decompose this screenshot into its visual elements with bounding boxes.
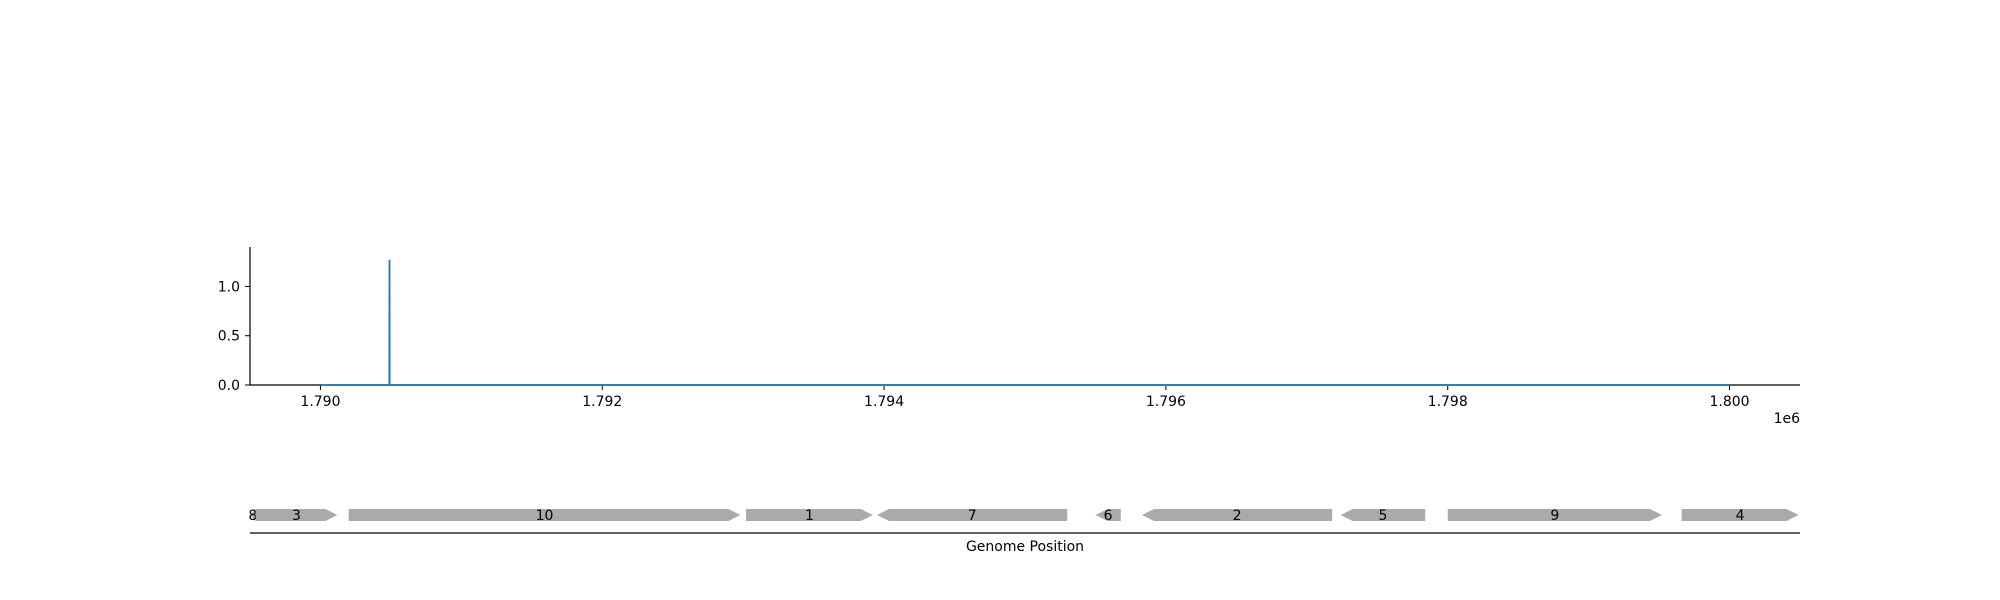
gene-arrow bbox=[1095, 509, 1121, 521]
x-tick-label: 1.794 bbox=[864, 394, 904, 410]
x-offset-label: 1e6 bbox=[1774, 411, 1801, 427]
gene-arrow bbox=[1141, 509, 1333, 521]
genes-layer: 8 3 10 1 7 6 2 5 9 4 bbox=[248, 508, 1799, 524]
gene-arrow bbox=[1340, 509, 1426, 521]
gene-arrow bbox=[348, 509, 741, 521]
x-tick-label: 1.800 bbox=[1709, 394, 1749, 410]
gene-label: 1 bbox=[805, 508, 814, 524]
gene-label: 6 bbox=[1104, 508, 1113, 524]
x-tick-label: 1.798 bbox=[1428, 394, 1468, 410]
y-ticks: 0.0 0.5 1.0 bbox=[218, 279, 250, 394]
series-layer bbox=[320, 259, 1730, 386]
gene-arrow bbox=[250, 509, 256, 521]
y-tick-label: 1.0 bbox=[218, 279, 240, 295]
y-tick-label: 0.5 bbox=[218, 329, 240, 345]
gene-label: 7 bbox=[968, 508, 977, 524]
gene-label: 5 bbox=[1378, 508, 1387, 524]
x-tick-label: 1.792 bbox=[582, 394, 622, 410]
track-x-axis-label: Genome Position bbox=[966, 539, 1084, 555]
x-ticks: 1.790 1.792 1.794 1.796 1.798 1.800 bbox=[300, 385, 1750, 410]
y-tick-label: 0.0 bbox=[218, 378, 240, 394]
gene-arrow bbox=[746, 509, 873, 521]
gene-arrow bbox=[255, 509, 338, 521]
coverage-plot: 0.0 0.5 1.0 1.790 1.792 1.794 1.796 1.798 1.800… bbox=[218, 247, 1800, 427]
gene-arrow bbox=[1447, 509, 1662, 521]
gene-arrow bbox=[1681, 509, 1799, 521]
gene-track: 8 3 10 1 7 6 2 5 9 4 Genome Position bbox=[248, 508, 1800, 555]
coverage-line bbox=[320, 259, 1730, 386]
gene-arrow bbox=[877, 509, 1068, 521]
x-tick-label: 1.790 bbox=[300, 394, 340, 410]
gene-label: 3 bbox=[292, 508, 301, 524]
gene-label: 9 bbox=[1550, 508, 1559, 524]
gene-label: 4 bbox=[1736, 508, 1745, 524]
x-tick-label: 1.796 bbox=[1146, 394, 1186, 410]
gene-label: 8 bbox=[248, 508, 257, 524]
gene-label: 2 bbox=[1233, 508, 1242, 524]
gene-label: 10 bbox=[536, 508, 554, 524]
